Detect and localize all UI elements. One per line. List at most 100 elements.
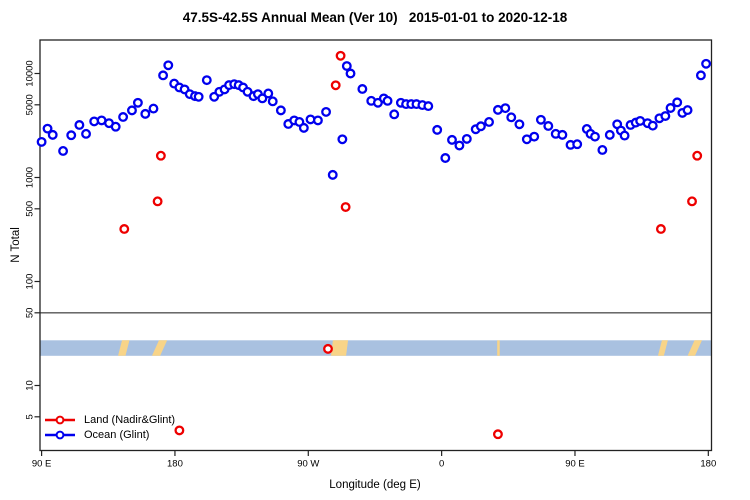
map-strip-land-patch xyxy=(118,340,130,356)
ocean-point xyxy=(660,111,671,121)
land-point xyxy=(335,50,346,61)
ocean-point xyxy=(298,122,309,133)
ocean-point xyxy=(604,129,615,140)
land-point xyxy=(655,224,666,234)
y-tick-label: 5000 xyxy=(25,94,36,115)
x-tick-label: 0 xyxy=(439,459,444,470)
land-marker-icon xyxy=(45,415,75,425)
ocean-point xyxy=(127,105,137,116)
ocean-point xyxy=(132,97,143,108)
legend-label-land: Land (Nadir&Glint) xyxy=(84,414,176,426)
ocean-point xyxy=(36,136,47,147)
x-tick-label: 180 xyxy=(700,459,716,470)
y-tick-label: 100 xyxy=(25,274,36,290)
ocean-point xyxy=(647,120,658,131)
ocean-point xyxy=(263,88,274,99)
ocean-point xyxy=(389,109,400,120)
land-point xyxy=(119,224,130,234)
land-point xyxy=(323,343,333,354)
ocean-point xyxy=(341,61,352,71)
ocean-point xyxy=(506,112,517,123)
ocean-point xyxy=(475,121,486,132)
ocean-point xyxy=(447,134,457,145)
ocean-point xyxy=(440,153,451,163)
ocean-point xyxy=(682,105,693,116)
x-axis-title: Longitude (deg E) xyxy=(329,479,421,491)
ocean-point xyxy=(535,114,546,125)
ocean-point xyxy=(267,96,278,107)
ocean-point xyxy=(701,58,712,69)
ocean-point xyxy=(158,70,169,81)
legend-item-land: Land (Nadir&Glint) xyxy=(44,413,175,427)
ocean-point xyxy=(148,103,159,114)
ocean-point xyxy=(500,103,511,114)
ocean-point xyxy=(66,130,77,141)
land-point xyxy=(152,196,163,207)
ocean-point xyxy=(357,84,368,94)
ocean-point xyxy=(201,75,212,86)
ocean-point xyxy=(557,129,568,140)
ocean-point xyxy=(321,106,332,117)
ocean-point xyxy=(423,101,434,112)
ocean-point xyxy=(382,95,393,106)
ocean-point xyxy=(74,120,85,130)
y-tick-label: 10000 xyxy=(25,60,36,86)
land-point xyxy=(687,196,697,207)
ocean-point xyxy=(461,133,472,144)
map-strip-land-patch xyxy=(497,340,500,356)
chart-title: 47.5S-42.5S Annual Mean (Ver 10) 2015-01… xyxy=(182,10,568,25)
ocean-point xyxy=(81,128,91,139)
y-tick-label: 1000 xyxy=(25,167,36,188)
ocean-point xyxy=(529,131,540,142)
ocean-point xyxy=(275,105,286,116)
land-point xyxy=(155,150,166,161)
legend-item-ocean: Ocean (Glint) xyxy=(44,428,175,442)
ocean-point xyxy=(257,93,268,104)
ocean-point xyxy=(454,140,465,151)
map-strip-land-patch xyxy=(151,340,168,356)
legend: Land (Nadir&Glint) Ocean (Glint) xyxy=(44,413,175,442)
land-point xyxy=(492,429,503,440)
ocean-point xyxy=(140,108,151,119)
map-strip-land-patch xyxy=(330,340,349,356)
ocean-point xyxy=(193,91,204,102)
ocean-point xyxy=(484,117,494,127)
ocean-point xyxy=(572,139,583,150)
ocean-point xyxy=(110,121,121,132)
x-tick-label: 180 xyxy=(167,459,183,470)
x-tick-label: 90 W xyxy=(297,459,319,470)
y-tick-label: 5 xyxy=(25,414,36,419)
x-tick-label: 90 E xyxy=(565,459,585,470)
legend-label-ocean: Ocean (Glint) xyxy=(84,429,150,441)
ocean-point xyxy=(590,131,600,142)
ocean-point xyxy=(312,115,323,126)
y-tick-label: 10 xyxy=(25,380,36,391)
y-axis-title: N Total xyxy=(10,227,22,263)
ocean-point xyxy=(337,134,348,145)
land-point xyxy=(340,202,351,212)
ocean-point xyxy=(163,60,174,71)
y-tick-label: 500 xyxy=(25,201,36,217)
ocean-point xyxy=(543,121,554,131)
map-strip-land-patch xyxy=(657,340,668,356)
ocean-point xyxy=(118,112,129,122)
x-tick-label: 90 E xyxy=(32,459,52,470)
ocean-point xyxy=(42,123,53,134)
ocean-point xyxy=(58,146,69,156)
y-tick-label: 50 xyxy=(25,308,36,319)
map-strip-land-patch xyxy=(687,340,702,356)
ocean-point xyxy=(665,103,676,113)
land-point xyxy=(174,425,185,436)
ocean-point xyxy=(695,70,706,81)
ocean-marker-icon xyxy=(45,430,75,440)
ocean-point xyxy=(327,169,338,180)
ocean-point xyxy=(514,119,525,130)
ocean-point xyxy=(47,129,58,140)
ocean-point xyxy=(345,68,356,79)
plot-frame xyxy=(39,39,713,452)
land-point xyxy=(692,150,703,161)
map-strip xyxy=(40,340,712,356)
land-point xyxy=(330,80,341,91)
